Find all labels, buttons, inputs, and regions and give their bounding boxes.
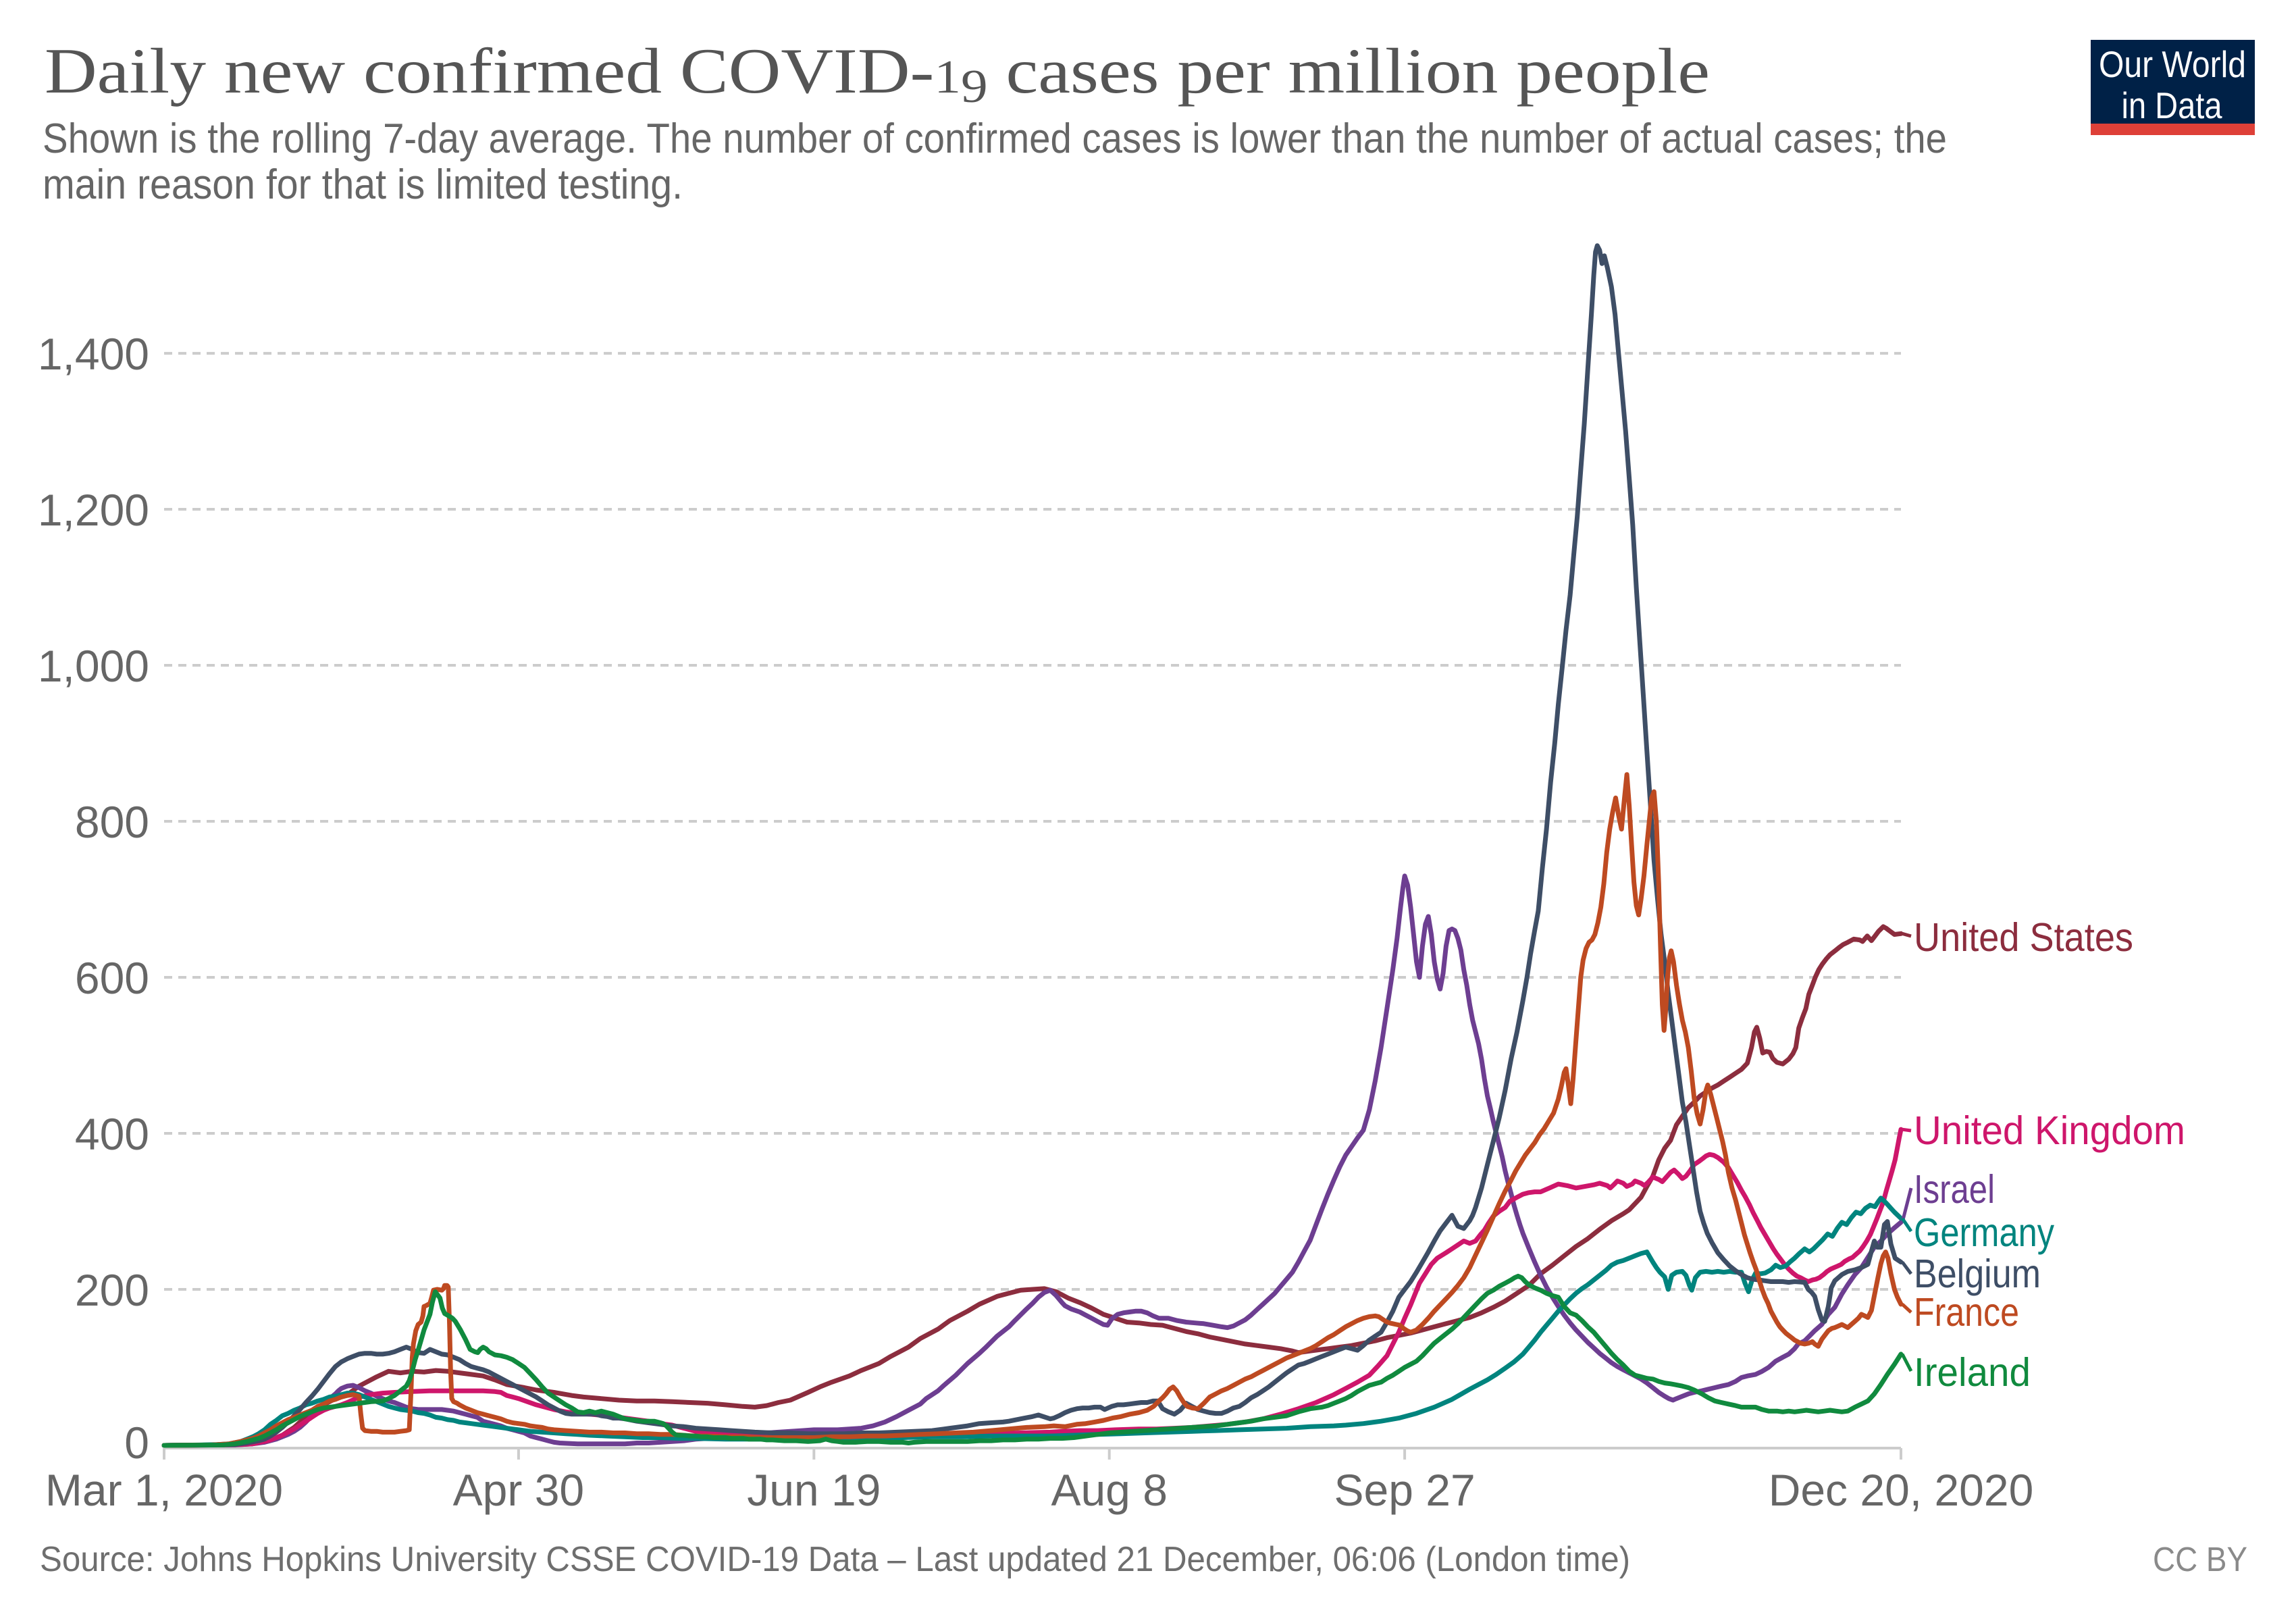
- svg-text:Germany: Germany: [1914, 1210, 2054, 1255]
- svg-text:France: France: [1914, 1290, 2019, 1335]
- svg-text:Aug 8: Aug 8: [1051, 1465, 1167, 1515]
- svg-text:United States: United States: [1914, 915, 2133, 960]
- svg-text:Israel: Israel: [1914, 1167, 1995, 1212]
- svg-text:Apr 30: Apr 30: [453, 1465, 584, 1515]
- svg-text:Dec 20, 2020: Dec 20, 2020: [1769, 1465, 2034, 1515]
- svg-text:Jun 19: Jun 19: [747, 1465, 881, 1515]
- svg-text:200: 200: [75, 1265, 149, 1315]
- svg-text:CC BY: CC BY: [2153, 1540, 2247, 1578]
- svg-text:in Data: in Data: [2122, 84, 2222, 126]
- svg-text:800: 800: [75, 797, 149, 847]
- svg-text:1,400: 1,400: [38, 329, 149, 379]
- svg-text:Source: Johns Hopkins Universi: Source: Johns Hopkins University CSSE CO…: [40, 1540, 1630, 1579]
- svg-text:United Kingdom: United Kingdom: [1914, 1108, 2185, 1153]
- svg-text:1,200: 1,200: [38, 485, 149, 535]
- svg-text:Mar 1, 2020: Mar 1, 2020: [45, 1465, 283, 1515]
- svg-text:1,000: 1,000: [38, 641, 149, 691]
- svg-text:Ireland: Ireland: [1914, 1350, 2031, 1395]
- svg-text:Daily new confirmed COVID-19 c: Daily new confirmed COVID- 19 cases per m…: [45, 35, 1710, 113]
- svg-text:Shown is the rolling 7-day ave: Shown is the rolling 7-day average. The …: [43, 115, 1947, 162]
- svg-text:400: 400: [75, 1109, 149, 1159]
- svg-text:600: 600: [75, 953, 149, 1003]
- svg-text:0: 0: [124, 1418, 149, 1468]
- svg-text:Our World: Our World: [2099, 43, 2246, 85]
- svg-text:Sep 27: Sep 27: [1334, 1465, 1476, 1515]
- svg-text:Belgium: Belgium: [1914, 1252, 2041, 1296]
- svg-text:main reason for that is limite: main reason for that is limited testing.: [43, 161, 683, 208]
